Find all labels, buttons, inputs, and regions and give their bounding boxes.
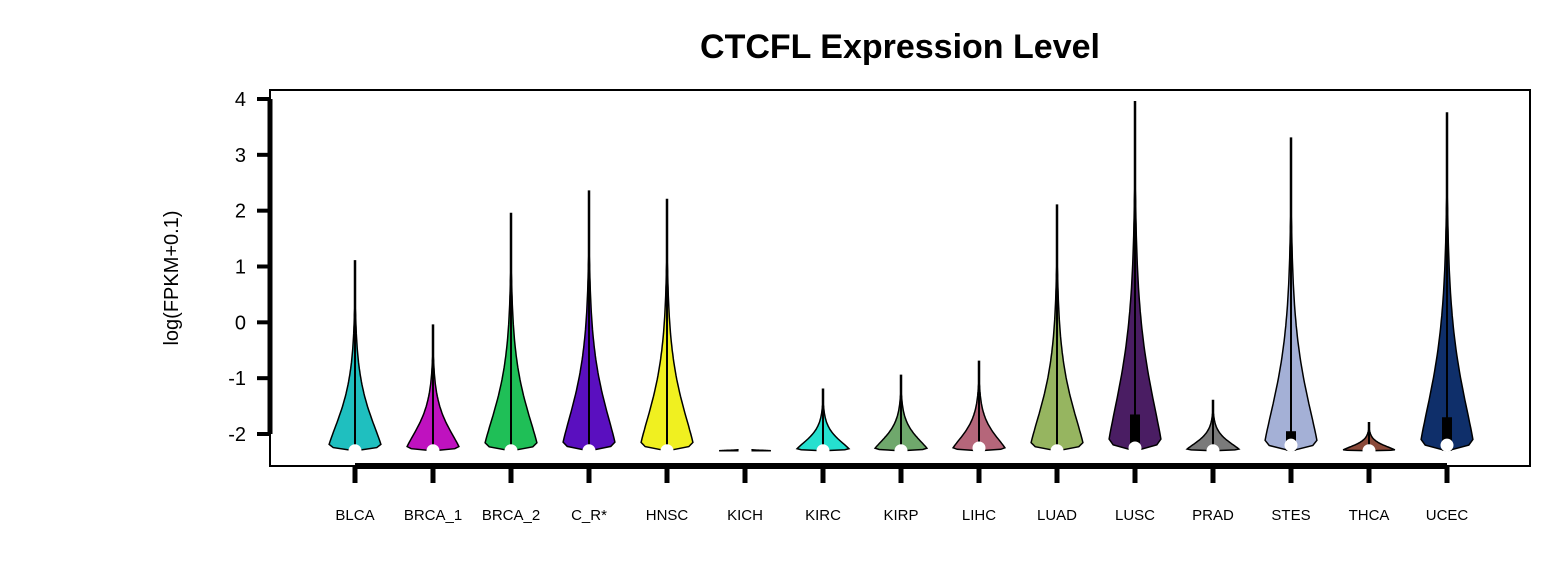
x-tick-label: UCEC (1426, 507, 1469, 524)
violin-kich (719, 444, 771, 458)
y-tick-label: -1 (228, 368, 246, 390)
x-tick-label: C_R* (571, 507, 607, 524)
violin-median (972, 441, 986, 455)
x-tick-label: BLCA (335, 507, 374, 524)
violin-median (1050, 444, 1064, 458)
x-tick-label: HNSC (646, 507, 689, 524)
y-tick-label: -2 (228, 424, 246, 446)
x-tick-label: KICH (727, 507, 763, 524)
violin-median (738, 444, 752, 458)
x-tick-label: LUSC (1115, 507, 1155, 524)
x-tick-label: BRCA_1 (404, 507, 462, 524)
violin-median (1440, 438, 1454, 452)
y-tick-label: 0 (235, 312, 246, 334)
violin-stes (1264, 137, 1318, 452)
violin-median (1206, 444, 1220, 458)
violin-luad (1030, 204, 1084, 458)
x-tick-label: LIHC (962, 507, 996, 524)
violin-median (660, 444, 674, 458)
violin-brca-2 (484, 212, 538, 458)
violin-prad (1185, 399, 1241, 458)
violin-brca-1 (406, 324, 460, 458)
y-tick-label: 1 (235, 257, 246, 279)
violin-c-r- (562, 190, 616, 458)
violin-median (504, 444, 518, 458)
violin-thca (1342, 422, 1396, 458)
x-tick-label: STES (1271, 507, 1310, 524)
violin-median (894, 444, 908, 458)
y-tick-label: 2 (235, 201, 246, 223)
violin-median (1284, 438, 1298, 452)
violin-median (816, 444, 830, 458)
violin-ucec (1420, 112, 1474, 452)
violin-hnsc (640, 198, 694, 458)
x-tick-label: THCA (1349, 507, 1390, 524)
y-tick-label: 4 (235, 89, 246, 111)
violin-median (426, 444, 440, 458)
x-tick-label: BRCA_2 (482, 507, 540, 524)
y-axis: -2 -1 0 1 2 3 4 (228, 89, 273, 446)
x-axis: BLCA BRCA_1 BRCA_2 C_R* HNSC KICH KIRC KIRP LIHC… (335, 463, 1469, 524)
violin-median (348, 444, 362, 458)
violin-box (1130, 414, 1140, 451)
violin-median (1128, 441, 1142, 455)
y-tick-label: 3 (235, 145, 246, 167)
violin-median (1362, 444, 1376, 458)
violin-blca (328, 260, 382, 458)
violin-box (1442, 417, 1452, 451)
violin-lusc (1108, 101, 1162, 455)
y-axis-label: log(FPKM+0.1) (161, 210, 183, 345)
x-tick-label: PRAD (1192, 507, 1234, 524)
violin-kirp (873, 374, 929, 458)
violins (328, 101, 1474, 458)
x-tick-label: KIRP (883, 507, 918, 524)
chart-title: CTCFL Expression Level (700, 28, 1100, 66)
x-tick-label: KIRC (805, 507, 841, 524)
violin-lihc (951, 360, 1007, 455)
x-tick-label: LUAD (1037, 507, 1077, 524)
violin-median (582, 444, 596, 458)
violin-kirc (795, 388, 851, 458)
